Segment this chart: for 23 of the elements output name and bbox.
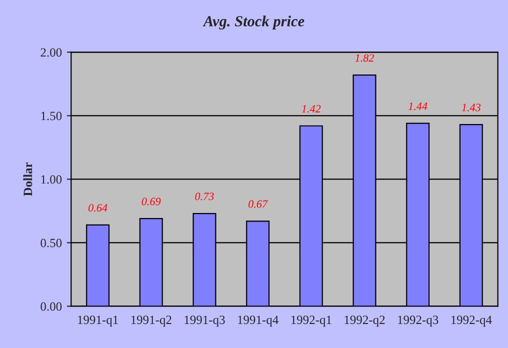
data-label: 0.73 — [195, 192, 214, 200]
chart-title: Avg. Stock price — [202, 16, 304, 30]
y-tick-label: 1.00 — [41, 175, 62, 184]
y-tick-label: 0.50 — [40, 238, 62, 248]
x-tick-label: 1991-q4 — [238, 316, 278, 327]
x-tick-label: 1991-q3 — [184, 316, 225, 327]
data-label: 0.67 — [248, 200, 268, 208]
data-label: 0.69 — [142, 198, 161, 206]
data-label: 0.64 — [88, 204, 108, 212]
x-tick-label: 1992-q1 — [291, 316, 332, 327]
y-tick-label: 2.00 — [40, 48, 62, 57]
data-label: 1.82 — [355, 54, 374, 62]
x-tick-label: 1991-q2 — [131, 316, 172, 327]
y-axis-title: Dollar — [23, 162, 32, 196]
y-tick-label: 0.00 — [40, 302, 62, 311]
x-tick-label: 1992-q4 — [451, 316, 492, 327]
x-tick-label: 1992-q2 — [344, 316, 385, 327]
data-label: 1.44 — [408, 102, 428, 110]
x-tick-label: 1992-q3 — [398, 316, 438, 327]
x-tick-label: 1991-q1 — [78, 316, 118, 327]
y-tick-label: 1.50 — [41, 112, 62, 120]
data-label: 1.42 — [302, 105, 321, 113]
data-label: 1.43 — [462, 104, 481, 112]
